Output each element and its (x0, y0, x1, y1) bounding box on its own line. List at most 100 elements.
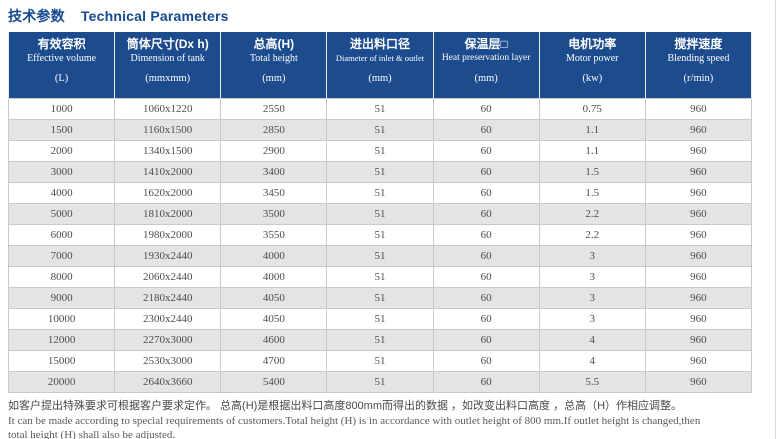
table-cell: 51 (326, 371, 434, 393)
table-cell: 4 (538, 350, 646, 372)
table-cell: 3500 (220, 203, 328, 225)
table-cell: 5.5 (538, 371, 646, 393)
table-cell: 1.5 (538, 161, 646, 183)
table-cell: 1.1 (538, 140, 646, 162)
table-cell: 960 (644, 308, 753, 330)
table-cell: 8000 (7, 266, 116, 288)
table-cell: 4050 (220, 287, 328, 309)
table-cell: 51 (326, 224, 434, 246)
header-cell-en: Effective volume (27, 53, 97, 64)
table-row: 6000 1980x2000 3550 51 60 2.2 960 (7, 224, 753, 246)
table-cell: 3 (538, 245, 646, 267)
table-cell: 2900 (220, 140, 328, 162)
header-cell-unit: (mm) (474, 73, 498, 84)
table-cell: 960 (644, 98, 753, 120)
table-cell: 51 (326, 308, 434, 330)
table-cell: 12000 (7, 329, 116, 351)
table-cell: 960 (644, 371, 753, 393)
header-cell-en: Dimension of tank (130, 53, 205, 64)
table-cell: 60 (432, 161, 540, 183)
header-cell: 保温层□ Heat preservation layer (mm) (432, 32, 540, 99)
header-cell-en: Blending speed (667, 53, 730, 64)
table-row: 2000 1340x1500 2900 51 60 1.1 960 (7, 140, 753, 162)
table-cell: 3450 (220, 182, 328, 204)
table-cell: 51 (326, 287, 434, 309)
table-cell: 2060x2440 (114, 266, 222, 288)
table-cell: 6000 (7, 224, 116, 246)
header-cell: 有效容积 Effective volume (L) (7, 32, 116, 99)
table-cell: 5400 (220, 371, 328, 393)
table-row: 7000 1930x2440 4000 51 60 3 960 (7, 245, 753, 267)
header-cell-zh: 保温层□ (464, 37, 508, 51)
page-title-en: Technical Parameters (80, 8, 229, 24)
table-cell: 2300x2440 (114, 308, 222, 330)
table-cell: 960 (644, 119, 753, 141)
table-cell: 4700 (220, 350, 328, 372)
table-cell: 9000 (7, 287, 116, 309)
header-cell-unit: (L) (54, 73, 69, 84)
table-cell: 3 (538, 308, 646, 330)
header-cell-zh: 总高(H) (253, 37, 295, 51)
table-cell: 51 (326, 245, 434, 267)
page-title: 技术参数 Technical Parameters (0, 0, 780, 32)
table-cell: 60 (432, 119, 540, 141)
table-cell: 2180x2440 (114, 287, 222, 309)
table-cell: 960 (644, 266, 753, 288)
table-cell: 1340x1500 (114, 140, 222, 162)
table-cell: 51 (326, 119, 434, 141)
table-cell: 4 (538, 329, 646, 351)
table-cell: 4600 (220, 329, 328, 351)
table-row: 1500 1160x1500 2850 51 60 1.1 960 (7, 119, 753, 141)
table-header: 有效容积 Effective volume (L) 筒体尺寸(Dx h) Dimensi… (7, 32, 753, 99)
table-cell: 2850 (220, 119, 328, 141)
page-title-zh: 技术参数 (8, 8, 65, 24)
header-cell-zh: 搅拌速度 (674, 37, 723, 51)
table-cell: 1000 (7, 98, 116, 120)
table-row: 1000 1060x1220 2550 51 60 0.75 960 (7, 98, 753, 120)
header-cell-unit: (mm) (262, 73, 286, 84)
header-cell-en: Diameter of inlet & outlet (335, 53, 425, 63)
table-cell: 60 (432, 329, 540, 351)
header-cell: 总高(H) Total height (mm) (220, 32, 328, 99)
table-cell: 4000 (220, 266, 328, 288)
header-cell-zh: 电机功率 (568, 37, 617, 51)
header-cell-en: Total height (249, 53, 298, 64)
table-cell: 1500 (7, 119, 116, 141)
table-cell: 960 (644, 245, 753, 267)
table-cell: 3000 (7, 161, 116, 183)
table-cell: 3550 (220, 224, 328, 246)
header-cell-zh: 有效容积 (37, 37, 86, 51)
header-cell-unit: (mmxmm) (145, 73, 191, 84)
table-cell: 4000 (220, 245, 328, 267)
header-cell: 搅拌速度 Blending speed (r/min) (644, 32, 753, 99)
table-row: 12000 2270x3000 4600 51 60 4 960 (7, 329, 753, 351)
table-cell: 960 (644, 350, 753, 372)
table-row: 10000 2300x2440 4050 51 60 3 960 (7, 308, 753, 330)
footnotes: 如客户提出特殊要求可根据客户要求定作。 总高(H)是根据出料口高度800mm而得… (8, 399, 774, 439)
table-row: 15000 2530x3000 4700 51 60 4 960 (7, 350, 753, 372)
table-cell: 2530x3000 (114, 350, 222, 372)
table-cell: 3 (538, 266, 646, 288)
table-cell: 60 (432, 203, 540, 225)
table-cell: 4000 (7, 182, 116, 204)
header-cell-en: Heat preservation layer (441, 53, 531, 63)
table-row: 8000 2060x2440 4000 51 60 3 960 (7, 266, 753, 288)
table-row: 20000 2640x3660 5400 51 60 5.5 960 (7, 371, 753, 393)
table-cell: 3400 (220, 161, 328, 183)
table-cell: 60 (432, 266, 540, 288)
table-cell: 51 (326, 161, 434, 183)
table-cell: 20000 (7, 371, 116, 393)
header-cell: 筒体尺寸(Dx h) Dimension of tank (mmxmm) (114, 32, 222, 99)
table-cell: 2000 (7, 140, 116, 162)
header-cell: 电机功率 Motor power (kw) (538, 32, 646, 99)
table-cell: 60 (432, 245, 540, 267)
technical-parameters-table: 有效容积 Effective volume (L) 筒体尺寸(Dx h) Dimensi… (7, 32, 753, 393)
table-cell: 51 (326, 182, 434, 204)
table-cell: 60 (432, 371, 540, 393)
table-cell: 60 (432, 287, 540, 309)
table-cell: 51 (326, 329, 434, 351)
table-cell: 960 (644, 140, 753, 162)
table-body: 1000 1060x1220 2550 51 60 0.75 960 1500 1160x150… (7, 98, 753, 393)
table-cell: 60 (432, 140, 540, 162)
table-cell: 960 (644, 224, 753, 246)
